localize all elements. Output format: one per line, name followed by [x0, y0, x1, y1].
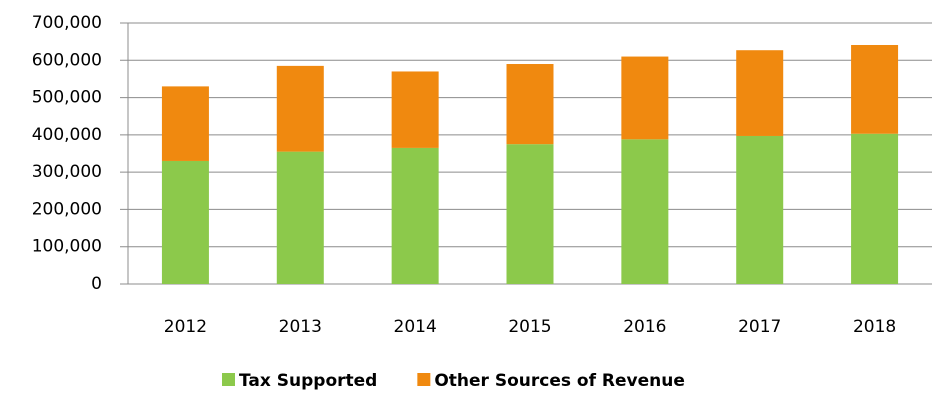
legend-swatch	[417, 373, 431, 386]
bar-segment	[851, 133, 899, 284]
bar-segment	[391, 147, 439, 284]
bar-segment	[621, 139, 669, 284]
x-tick-label: 2015	[508, 317, 551, 337]
x-tick-label: 2014	[394, 317, 437, 337]
y-tick-label: 500,000	[32, 88, 102, 108]
x-tick-label: 2018	[853, 317, 896, 337]
y-tick-label: 300,000	[32, 162, 102, 182]
legend: Tax Supported Other Sources of Revenue	[222, 371, 685, 391]
legend-swatch	[222, 373, 235, 386]
x-tick-label: 2017	[738, 317, 781, 337]
bar-segment	[276, 151, 324, 284]
x-tick-label: 2013	[279, 317, 322, 337]
x-tick-label: 2016	[623, 317, 666, 337]
bar-segment	[506, 144, 554, 284]
y-tick-label: 400,000	[32, 125, 102, 145]
legend-label: Other Sources of Revenue	[434, 371, 685, 391]
legend-label: Tax Supported	[239, 371, 377, 391]
bar-segment	[391, 71, 439, 148]
y-tick-label: 600,000	[32, 50, 102, 70]
bar-segment	[161, 160, 209, 284]
bar-segment	[506, 64, 554, 145]
y-tick-label: 0	[91, 274, 102, 294]
y-tick-label: 200,000	[32, 199, 102, 219]
bar-segment	[621, 56, 669, 140]
x-tick-label: 2012	[164, 317, 207, 337]
bar-segment	[851, 44, 899, 134]
y-tick-label: 700,000	[32, 13, 102, 33]
bar-segment	[736, 135, 784, 284]
bar-segment	[161, 86, 209, 161]
bar-segment	[736, 50, 784, 136]
bar-segment	[276, 65, 324, 152]
y-tick-label: 100,000	[32, 237, 102, 257]
